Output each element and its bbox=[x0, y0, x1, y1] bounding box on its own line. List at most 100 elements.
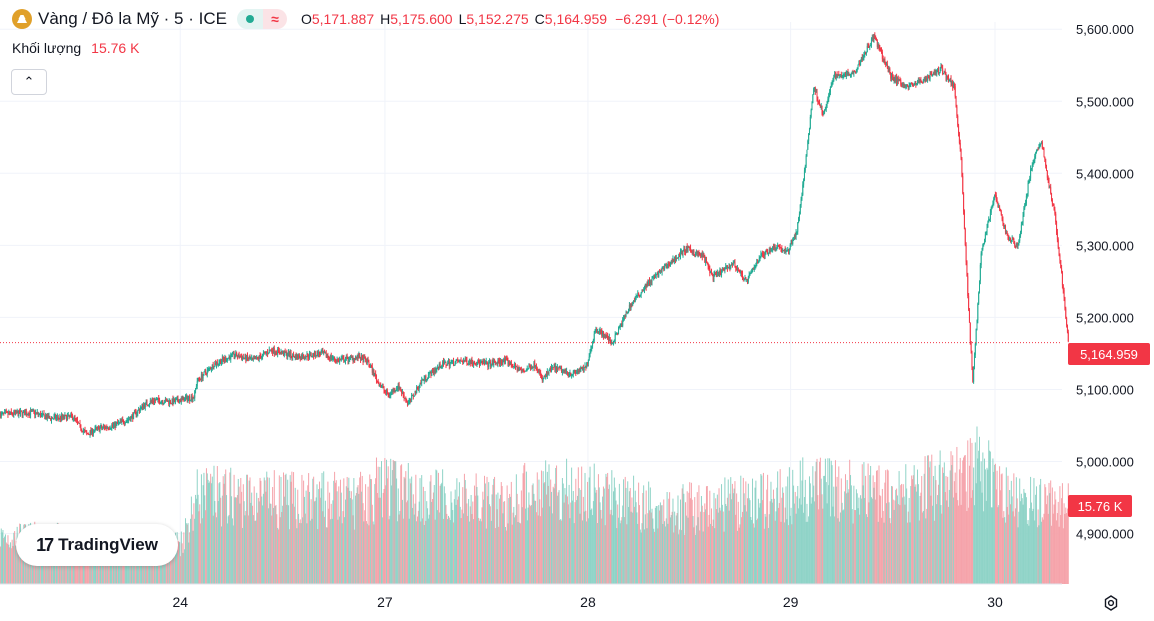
candle-body bbox=[138, 409, 140, 411]
settings-button[interactable] bbox=[1100, 592, 1122, 614]
candle-body bbox=[1040, 141, 1042, 144]
candle-body bbox=[350, 356, 352, 358]
volume-bar bbox=[450, 491, 452, 584]
candle-body bbox=[215, 363, 217, 366]
candle-body bbox=[699, 254, 701, 256]
volume-bar bbox=[379, 466, 381, 584]
close-value: 5,164.959 bbox=[544, 11, 608, 27]
volume-bar bbox=[749, 500, 751, 584]
volume-bar bbox=[620, 520, 622, 584]
candle-body bbox=[878, 44, 880, 48]
candle-body bbox=[610, 341, 612, 344]
candle-body bbox=[592, 340, 594, 344]
candle-body bbox=[200, 374, 202, 380]
candle-body bbox=[507, 359, 509, 365]
candle-body bbox=[26, 414, 28, 416]
candle-body bbox=[92, 428, 94, 434]
price-axis: 4,900.0005,000.0005,100.0005,200.0005,30… bbox=[1076, 22, 1134, 541]
volume-bar bbox=[470, 495, 472, 584]
close-label: C bbox=[534, 11, 545, 27]
volume-bar bbox=[821, 494, 823, 584]
candle-body bbox=[870, 45, 872, 47]
volume-bar bbox=[190, 518, 192, 584]
volume-bar bbox=[694, 497, 696, 584]
volume-bar bbox=[598, 487, 600, 584]
candle-body bbox=[326, 355, 328, 358]
candle-body bbox=[28, 412, 30, 416]
candle-body bbox=[348, 360, 350, 362]
candle-body bbox=[961, 158, 963, 177]
volume-bar bbox=[867, 463, 869, 584]
low-label: L bbox=[458, 11, 467, 27]
candle-body bbox=[876, 40, 878, 47]
candle-body bbox=[87, 433, 89, 435]
volume-label[interactable]: Khối lượng bbox=[12, 40, 82, 56]
volume-bar bbox=[476, 486, 478, 584]
volume-bar bbox=[417, 510, 419, 584]
volume-bar bbox=[254, 520, 256, 584]
volume-bar bbox=[776, 487, 778, 584]
candle-body bbox=[541, 376, 543, 381]
tradingview-logo[interactable]: 17 TradingView bbox=[16, 524, 178, 566]
candle-body bbox=[470, 359, 472, 365]
volume-bar bbox=[247, 515, 249, 584]
candle-body bbox=[195, 388, 197, 391]
volume-bar bbox=[2, 530, 4, 584]
candle-body bbox=[508, 363, 510, 365]
candle-body bbox=[489, 361, 491, 367]
volume-bar bbox=[245, 510, 247, 584]
candle-body bbox=[303, 354, 305, 358]
candle-body bbox=[557, 367, 559, 369]
volume-bar bbox=[736, 530, 738, 584]
volume-bar bbox=[892, 499, 894, 584]
candle-body bbox=[158, 398, 160, 401]
volume-bar bbox=[186, 524, 188, 584]
volume-bar bbox=[623, 517, 625, 584]
candle-body bbox=[118, 421, 120, 423]
candle-body bbox=[550, 368, 552, 372]
candle-body bbox=[561, 370, 563, 373]
candle-body bbox=[674, 256, 676, 262]
volume-bar bbox=[606, 476, 608, 584]
volume-bar bbox=[913, 465, 915, 584]
volume-bar bbox=[339, 516, 341, 584]
collapse-legend-button[interactable]: ⌃ bbox=[11, 69, 47, 95]
volume-bar bbox=[762, 472, 764, 584]
volume-bar bbox=[570, 502, 572, 584]
candle-body bbox=[353, 358, 355, 361]
volume-bar bbox=[494, 476, 496, 584]
candle-body bbox=[95, 427, 97, 429]
volume-bar bbox=[205, 510, 207, 584]
candle-body bbox=[1004, 225, 1006, 233]
volume-bar bbox=[622, 505, 624, 584]
volume-bar bbox=[544, 482, 546, 584]
candle-body bbox=[359, 354, 361, 359]
candle-body bbox=[156, 399, 158, 401]
volume-bar bbox=[899, 505, 901, 584]
volume-bar bbox=[337, 519, 339, 584]
candle-body bbox=[81, 430, 83, 433]
volume-bar bbox=[133, 554, 135, 584]
volume-bar bbox=[112, 551, 114, 584]
candle-body bbox=[143, 405, 145, 409]
volume-bar bbox=[226, 523, 228, 584]
candle-body bbox=[396, 388, 398, 390]
candle-body bbox=[602, 331, 604, 338]
volume-bar bbox=[510, 481, 512, 584]
market-status-pill[interactable]: ≈ bbox=[236, 9, 287, 29]
volume-bar bbox=[1009, 504, 1011, 584]
volume-bar bbox=[979, 481, 981, 584]
candle-body bbox=[1055, 213, 1057, 223]
volume-bar bbox=[403, 476, 405, 584]
candle-body bbox=[945, 74, 947, 79]
candle-body bbox=[87, 433, 89, 435]
candle-body bbox=[287, 355, 289, 357]
volume-bar bbox=[681, 488, 683, 584]
volume-bar bbox=[691, 499, 693, 584]
candle-body bbox=[157, 398, 159, 400]
volume-bar bbox=[386, 478, 388, 584]
volume-bar bbox=[291, 471, 293, 584]
symbol-title[interactable]: Vàng / Đô la Mỹ · 5 · ICE bbox=[38, 9, 227, 28]
volume-bar bbox=[957, 500, 959, 584]
